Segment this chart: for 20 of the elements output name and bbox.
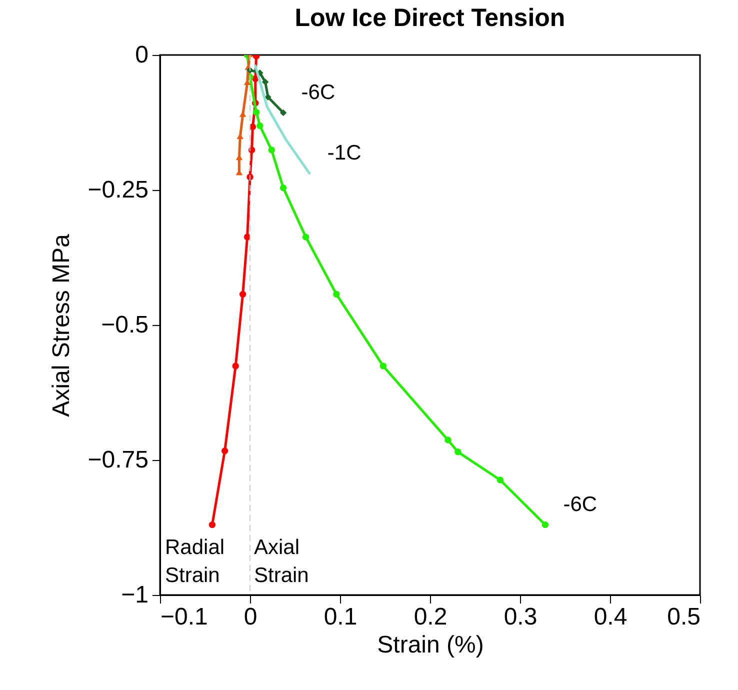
y-tick-label: 0 xyxy=(135,42,148,68)
annotation: Axial Strain xyxy=(254,536,309,587)
x-tick-label: 0.1 xyxy=(324,604,358,630)
y-tick-label: −1 xyxy=(121,582,148,608)
x-tick-label: 0.2 xyxy=(414,604,448,630)
x-tick-label: 0.5 xyxy=(667,604,700,630)
series-label: -6C xyxy=(563,492,598,516)
chart-title: Low Ice Direct Tension xyxy=(294,4,566,32)
y-axis-title: Axial Stress MPa xyxy=(48,233,75,417)
x-tick-label: 0.4 xyxy=(594,604,628,630)
y-tick-label: −0.25 xyxy=(88,176,148,204)
series-label: -1C xyxy=(327,141,362,164)
annotation: Radial Strain xyxy=(165,536,225,587)
y-tick-label: −0.75 xyxy=(88,446,148,474)
x-tick-label: 0 xyxy=(244,604,258,630)
y-tick-label: −0.5 xyxy=(101,312,148,338)
series-label: -6C xyxy=(301,80,336,104)
x-tick-label: 0.3 xyxy=(504,604,538,630)
x-tick-label: −0.1 xyxy=(160,604,208,630)
x-axis-title: Strain (%) xyxy=(377,632,484,658)
